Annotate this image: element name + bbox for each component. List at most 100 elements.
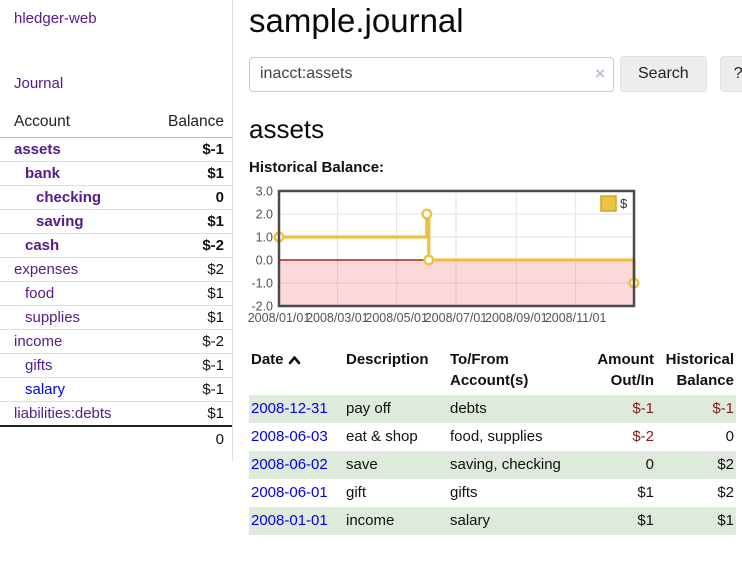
account-column-header: Account xyxy=(0,109,147,138)
transaction-balance: $-1 xyxy=(656,395,736,423)
account-balance: $-1 xyxy=(147,378,232,402)
transaction-balance: $2 xyxy=(656,479,736,507)
sidebar: hledger-web Journal Account Balance asse… xyxy=(0,0,233,461)
transaction-amount: $-1 xyxy=(581,395,656,423)
account-balance: $1 xyxy=(147,282,232,306)
account-row: assets $-1 xyxy=(0,138,232,162)
svg-text:2008/09/01: 2008/09/01 xyxy=(485,311,548,325)
transaction-date-link[interactable]: 2008-12-31 xyxy=(251,400,328,417)
search-input[interactable] xyxy=(249,57,614,92)
search-form: × Search ? xyxy=(249,56,742,92)
account-link[interactable]: income xyxy=(14,333,62,350)
svg-text:3.0: 3.0 xyxy=(256,185,273,199)
svg-text:1.0: 1.0 xyxy=(256,231,273,245)
account-row: salary $-1 xyxy=(0,378,232,402)
transaction-date-link[interactable]: 2008-06-02 xyxy=(251,456,328,473)
transaction-date-link[interactable]: 2008-06-01 xyxy=(251,484,328,501)
account-row: income $-2 xyxy=(0,330,232,354)
register-row: 2008-06-01 giftgifts$1$2 xyxy=(249,479,736,507)
account-balance: $1 xyxy=(147,162,232,186)
register-body: 2008-12-31pay offdebts$-1$-1 2008-06-03 ea… xyxy=(249,395,736,535)
account-link[interactable]: liabilities:debts xyxy=(14,405,112,422)
transaction-balance: 0 xyxy=(656,423,736,451)
account-link[interactable]: expenses xyxy=(14,261,78,278)
balance-column-header: Balance xyxy=(147,109,232,138)
account-row: gifts $-1 xyxy=(0,354,232,378)
account-balance: $-1 xyxy=(147,354,232,378)
account-balance: $-1 xyxy=(147,138,232,162)
svg-text:0.0: 0.0 xyxy=(256,254,273,268)
chevron-up-icon xyxy=(288,350,301,371)
svg-text:2008/01/01: 2008/01/01 xyxy=(248,311,311,325)
svg-text:2008/11/01: 2008/11/01 xyxy=(545,311,607,325)
page-title: sample.journal xyxy=(249,2,742,40)
svg-text:2.0: 2.0 xyxy=(256,208,273,222)
historical-balance-chart: $3.02.01.00.0-1.0-2.02008/01/012008/03/0… xyxy=(249,189,742,326)
register-row: 2008-06-03 eat & shopfood, supplies$-20 xyxy=(249,423,736,451)
transaction-accounts: food, supplies xyxy=(450,423,581,451)
balance-total-value: 0 xyxy=(147,426,232,451)
svg-text:2008/07/01: 2008/07/01 xyxy=(425,311,488,325)
transaction-accounts: salary xyxy=(450,507,581,535)
account-link[interactable]: gifts xyxy=(25,357,53,374)
account-link[interactable]: salary xyxy=(25,381,65,398)
account-link[interactable]: bank xyxy=(25,165,60,182)
clear-search-icon[interactable]: × xyxy=(595,65,605,82)
transaction-description: eat & shop xyxy=(346,423,450,451)
transaction-balance: $1 xyxy=(656,507,736,535)
legend-label: $ xyxy=(620,196,628,211)
help-button[interactable]: ? xyxy=(720,56,742,92)
transaction-description: save xyxy=(346,451,450,479)
transaction-accounts: saving, checking xyxy=(450,451,581,479)
account-balance: $1 xyxy=(147,210,232,234)
account-row: expenses$2 xyxy=(0,258,232,282)
svg-text:2008/03/01: 2008/03/01 xyxy=(306,311,369,325)
account-row: bank $1 xyxy=(0,162,232,186)
account-row: checking 0 xyxy=(0,186,232,210)
transaction-description: income xyxy=(346,507,450,535)
account-link[interactable]: assets xyxy=(14,141,61,158)
accounts-column-header: To/From Account(s) xyxy=(450,347,581,395)
account-balance: 0 xyxy=(147,186,232,210)
amount-column-header: Amount Out/In xyxy=(581,347,656,395)
transaction-amount: $1 xyxy=(581,479,656,507)
transaction-balance: $2 xyxy=(656,451,736,479)
search-button[interactable]: Search xyxy=(620,56,707,92)
app-brand-link[interactable]: hledger-web xyxy=(14,10,97,27)
account-link[interactable]: saving xyxy=(36,213,84,230)
account-row: food $1 xyxy=(0,282,232,306)
account-link[interactable]: checking xyxy=(36,189,101,206)
account-tree: Account Balance assets $-1 bank $1 checking 0… xyxy=(0,109,232,451)
svg-text:2008/05/01: 2008/05/01 xyxy=(365,311,428,325)
account-balance: $-2 xyxy=(147,234,232,258)
transaction-accounts: gifts xyxy=(450,479,581,507)
balance-column-header-register: Historical Balance xyxy=(656,347,736,395)
transaction-date-link[interactable]: 2008-06-03 xyxy=(251,428,328,445)
transaction-date-link[interactable]: 2008-01-01 xyxy=(251,512,328,529)
transaction-amount: 0 xyxy=(581,451,656,479)
register-row: 2008-12-31pay offdebts$-1$-1 xyxy=(249,395,736,423)
account-row: supplies $1 xyxy=(0,306,232,330)
register-row: 2008-01-01incomesalary$1$1 xyxy=(249,507,736,535)
account-page-title: assets xyxy=(249,114,742,145)
transaction-amount: $-2 xyxy=(581,423,656,451)
account-balance: $1 xyxy=(147,306,232,330)
date-column-header: Date xyxy=(249,347,346,395)
transaction-amount: $1 xyxy=(581,507,656,535)
transaction-description: gift xyxy=(346,479,450,507)
main-content: sample.journal × Search ? assets Histori… xyxy=(233,0,742,535)
account-link[interactable]: food xyxy=(25,285,54,302)
account-link[interactable]: supplies xyxy=(25,309,80,326)
legend-swatch xyxy=(601,196,616,211)
account-row: cash $-2 xyxy=(0,234,232,258)
account-balance: $1 xyxy=(147,402,232,427)
account-tree-body: assets$-1bank$1checking0saving$1cash$-2e… xyxy=(0,138,232,427)
chart-canvas: $3.02.01.00.0-1.0-2.02008/01/012008/03/0… xyxy=(249,189,735,326)
balance-total-row: 0 xyxy=(0,426,232,451)
account-row: liabilities:debts $1 xyxy=(0,402,232,427)
account-balance: $-2 xyxy=(147,330,232,354)
svg-text:-1.0: -1.0 xyxy=(251,277,273,291)
account-link[interactable]: cash xyxy=(25,237,59,254)
sidebar-item-journal[interactable]: Journal xyxy=(14,75,63,92)
register-row: 2008-06-02 savesaving, checking0$2 xyxy=(249,451,736,479)
